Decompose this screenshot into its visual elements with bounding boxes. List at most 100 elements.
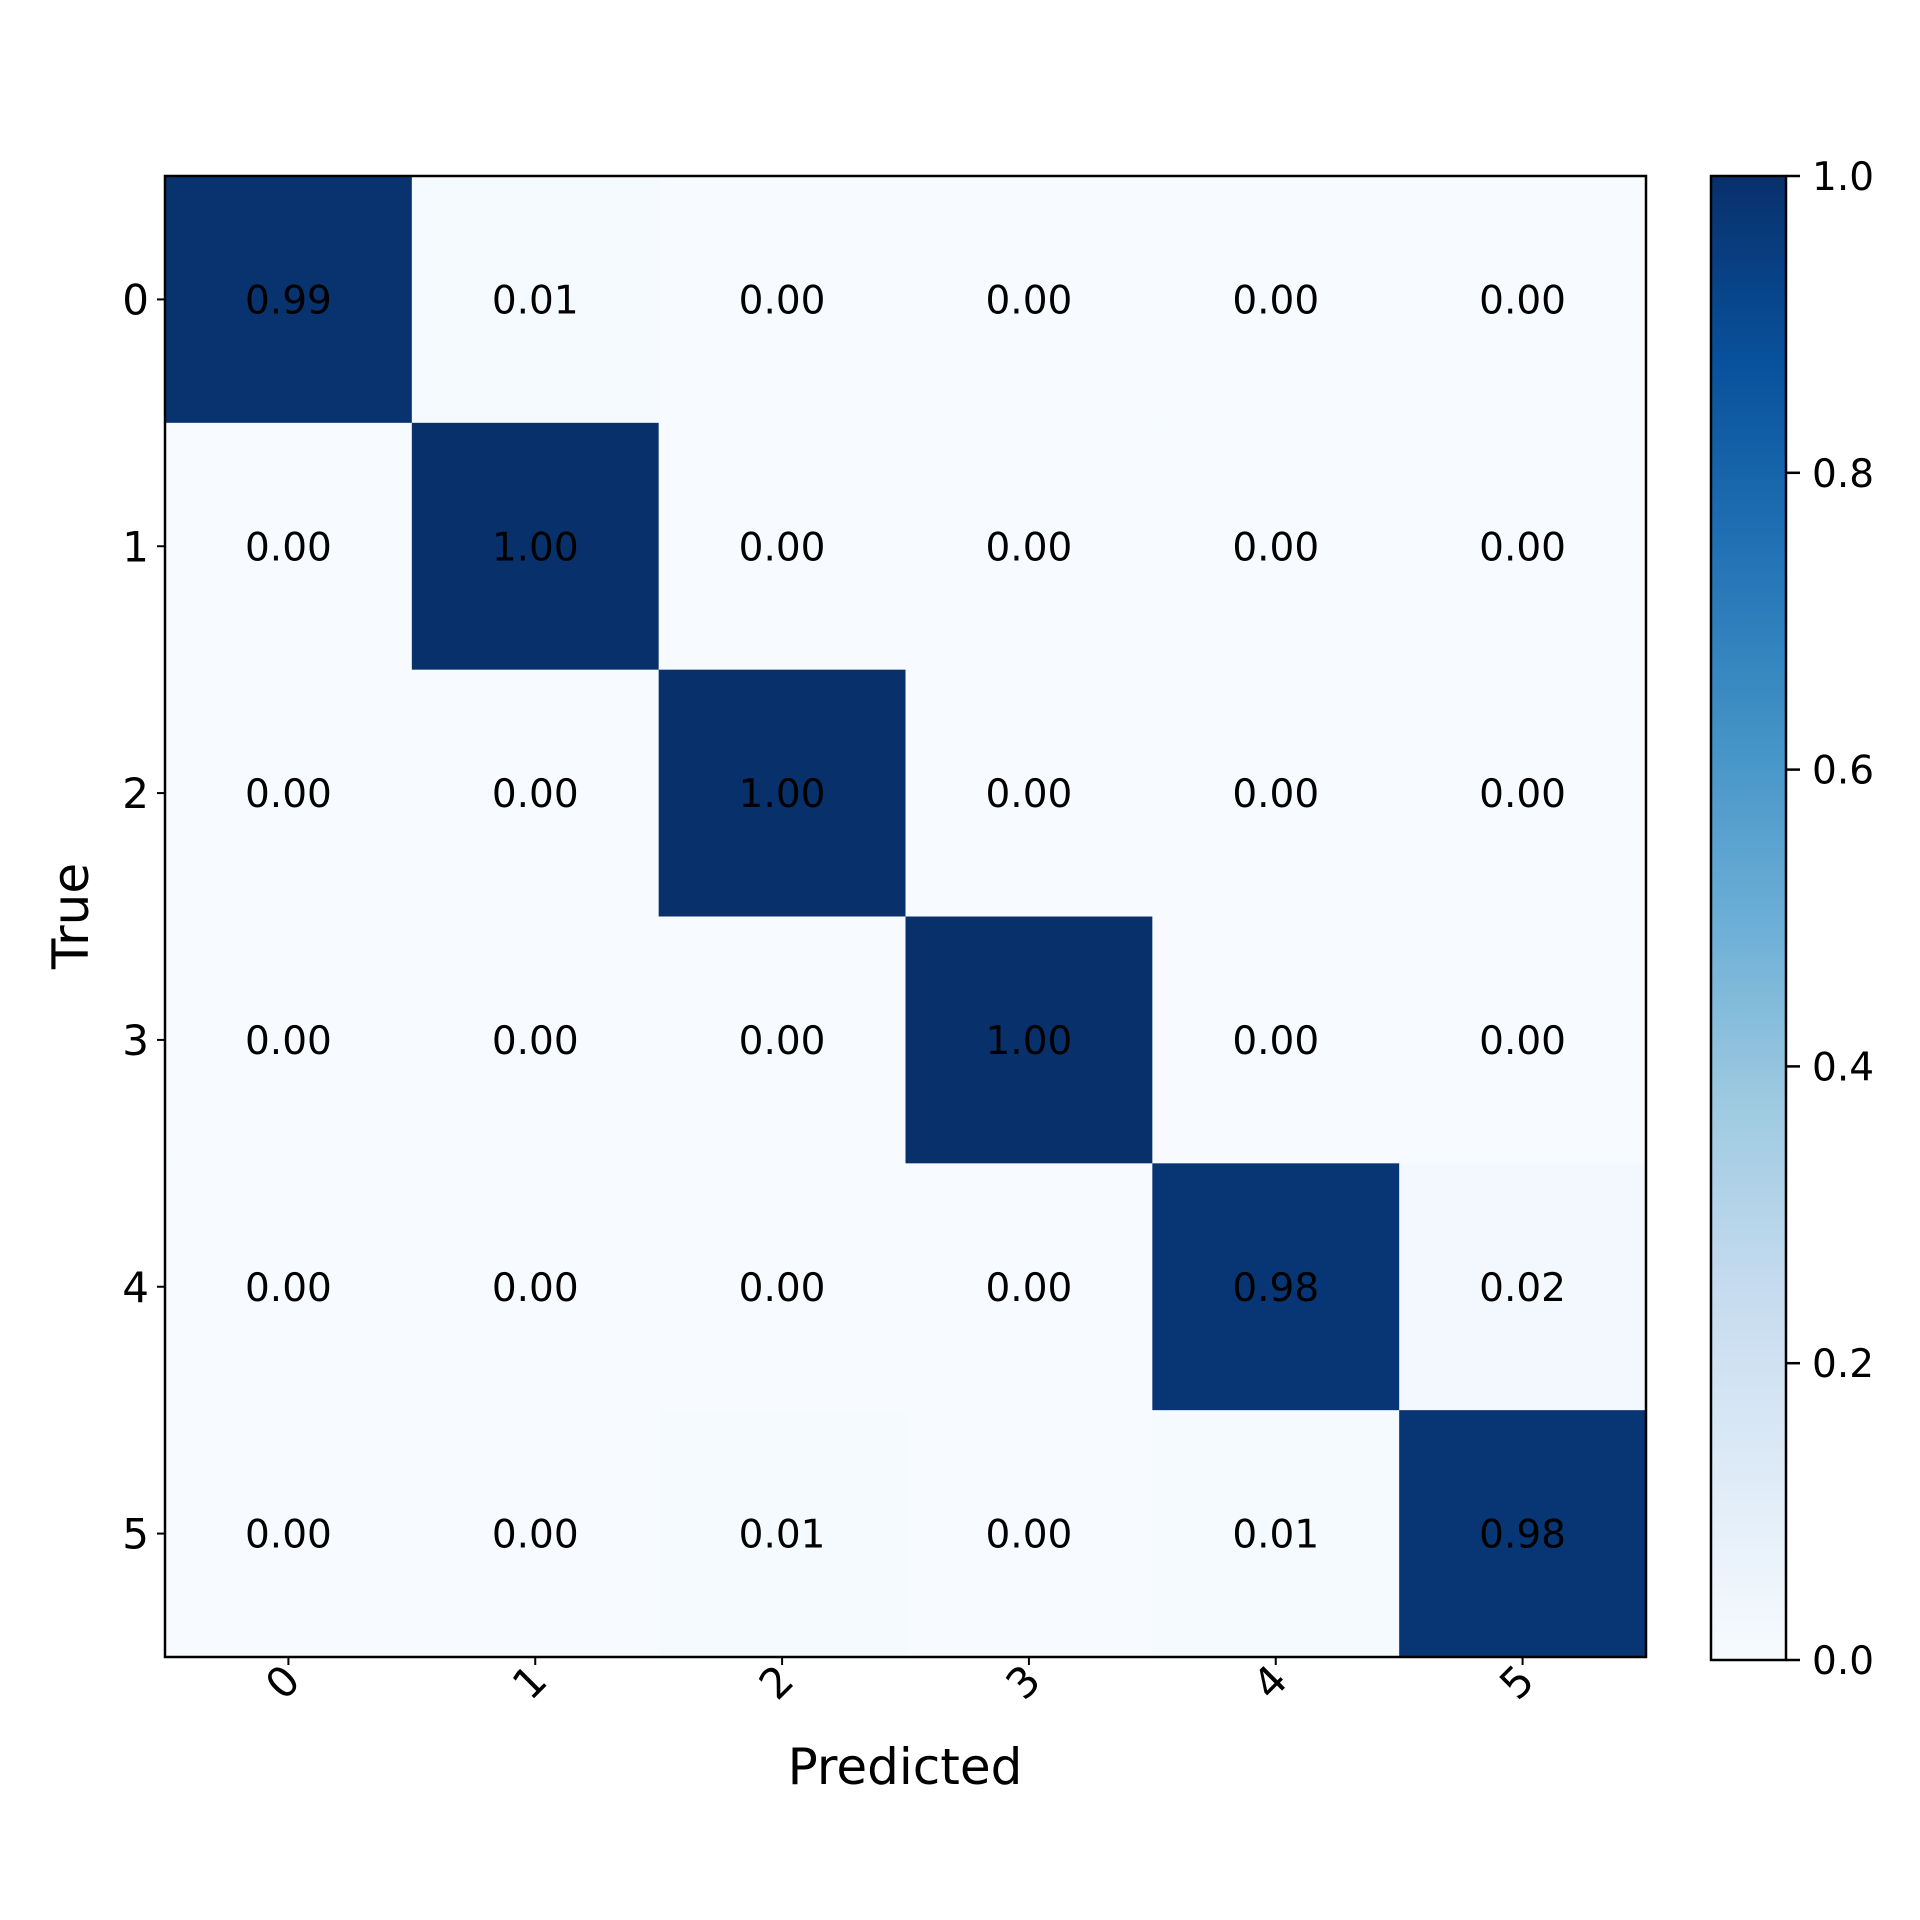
colorbar-ticks: 0.0 0.2 0.4 0.6 0.8 1.0 [1786,155,1874,1684]
cell-value-label: 0.00 [492,1266,579,1311]
heatmap-cell [658,422,906,671]
x-tick-label: 0 [256,1655,310,1709]
heatmap-cell [1152,669,1400,917]
cell-value-label: 0.00 [985,1266,1072,1311]
heatmap-cell [165,176,413,424]
x-tick-label: 5 [1490,1655,1544,1709]
heatmap-cell [905,1410,1153,1658]
cell-value-label: 0.00 [739,525,826,570]
cell-value-label: 0.00 [1232,278,1319,323]
heatmap-cells [165,176,1647,1658]
heatmap-cell [411,669,660,917]
heatmap-cell [1152,916,1400,1164]
heatmap-cell [1399,669,1647,917]
y-axis-label: True [42,863,100,970]
cell-value-label: 0.00 [1479,772,1566,817]
heatmap-cell [658,176,906,424]
heatmap-cell [658,1410,906,1658]
plot-frame [163,174,1648,1659]
y-tick-label: 1 [122,522,149,571]
y-tick-label: 5 [122,1510,149,1559]
x-tick-labels: 0 1 2 3 4 5 [256,1655,1544,1709]
cell-value-label: 0.99 [245,278,332,323]
colorbar [1709,174,1788,1662]
colorbar-tick-label: 1.0 [1812,155,1874,200]
cell-value-label: 0.00 [492,1513,579,1558]
heatmap-cell [1152,1163,1400,1411]
heatmap-cell [411,422,660,671]
cell-value-label: 0.98 [1479,1513,1566,1558]
x-tick-label: 1 [503,1655,557,1709]
cell-value-label: 0.00 [245,772,332,817]
cell-value-label: 0.01 [1232,1513,1319,1558]
cell-value-label: 0.00 [1479,525,1566,570]
heatmap-cell [411,916,660,1164]
cell-value-label: 0.00 [1232,525,1319,570]
colorbar-tick-label: 0.4 [1812,1045,1874,1090]
colorbar-tick-label: 0.2 [1812,1342,1874,1387]
cell-value-label: 0.01 [739,1513,826,1558]
y-tick-label: 2 [122,769,149,818]
y-tick-label: 4 [122,1263,149,1312]
heatmap-cell [165,1410,413,1658]
colorbar-tick-label: 0.8 [1812,452,1874,497]
heatmap-cell [165,669,413,917]
x-axis-label: Predicted [788,1738,1023,1796]
heatmap-cell [905,422,1153,671]
y-tick-labels: 0 1 2 3 4 5 [122,275,165,1559]
heatmap-cell [1399,916,1647,1164]
heatmap-cell [1399,176,1647,424]
heatmap-cell [165,916,413,1164]
y-tick-label: 0 [122,275,149,324]
heatmap-cell [411,1410,660,1658]
heatmap-cell [1399,1163,1647,1411]
cell-value-label: 0.00 [492,772,579,817]
x-tick-label: 2 [750,1655,804,1709]
heatmap-cell [658,1163,906,1411]
heatmap-cell [1152,1410,1400,1658]
cell-value-label: 0.00 [245,525,332,570]
cell-value-label: 0.00 [1232,772,1319,817]
cell-value-label: 0.00 [739,278,826,323]
cell-value-label: 0.00 [1479,278,1566,323]
x-tick-label: 4 [1243,1655,1297,1709]
cell-value-label: 1.00 [985,1019,1072,1064]
cell-value-label: 0.00 [1232,1019,1319,1064]
cell-value-label: 0.00 [245,1513,332,1558]
cell-value-label: 0.00 [492,1019,579,1064]
heatmap-cell [1152,176,1400,424]
x-tick-label: 3 [996,1655,1050,1709]
cell-value-label: 0.00 [985,278,1072,323]
cell-value-label: 1.00 [492,525,579,570]
cell-value-label: 0.00 [1479,1019,1566,1064]
cell-value-label: 0.98 [1232,1266,1319,1311]
heatmap-cell [411,1163,660,1411]
cell-value-label: 0.00 [739,1266,826,1311]
cell-value-label: 0.01 [492,278,579,323]
y-tick-label: 3 [122,1016,149,1065]
cell-value-label: 0.00 [245,1019,332,1064]
cell-value-label: 0.00 [245,1266,332,1311]
heatmap-cell [411,176,660,424]
heatmap-cell [658,916,906,1164]
heatmap-cell [1152,422,1400,671]
cell-value-label: 0.02 [1479,1266,1566,1311]
heatmap-cell [905,176,1153,424]
heatmap-cell [1399,422,1647,671]
heatmap-cell [165,422,413,671]
heatmap-cell [905,916,1153,1164]
heatmap-cell [905,1163,1153,1411]
colorbar-tick-label: 0.0 [1812,1639,1874,1684]
cell-value-label: 0.00 [739,1019,826,1064]
cell-value-label: 0.00 [985,525,1072,570]
cell-value-label: 0.00 [985,772,1072,817]
cell-value-label: 1.00 [739,772,826,817]
heatmap-cell [165,1163,413,1411]
heatmap-cell [1399,1410,1647,1658]
heatmap-cell [658,669,906,917]
cell-labels: 0.99 0.01 0.00 0.00 0.00 0.00 0.00 1.00 0.00 0.00… [245,278,1566,1557]
colorbar-tick-label: 0.6 [1812,749,1874,794]
cell-value-label: 0.00 [985,1513,1072,1558]
heatmap-cell [905,669,1153,917]
